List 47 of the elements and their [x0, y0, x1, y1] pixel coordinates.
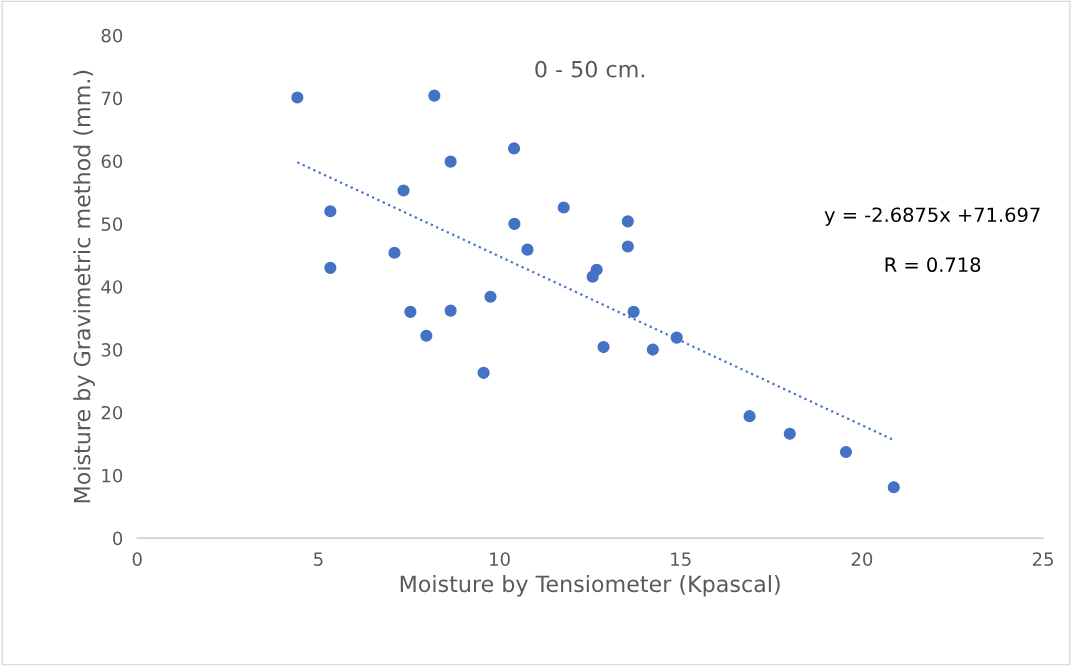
point — [477, 366, 490, 379]
x-tick-label: 25 — [1032, 552, 1053, 566]
point — [839, 445, 853, 459]
point — [887, 481, 900, 494]
point — [324, 205, 337, 218]
point — [397, 184, 410, 197]
point — [388, 246, 401, 259]
y-tick-label: 30 — [101, 343, 123, 357]
point — [324, 261, 337, 274]
point — [428, 89, 441, 102]
point — [291, 91, 304, 104]
text: 0 - 50 cm. — [535, 60, 645, 78]
point — [646, 343, 659, 356]
point — [597, 340, 610, 354]
point — [670, 331, 683, 344]
point — [444, 304, 457, 317]
point — [557, 201, 570, 214]
point — [621, 215, 634, 228]
point — [404, 305, 417, 318]
point — [627, 305, 640, 318]
y-tick-label: 40 — [101, 280, 123, 294]
x-axis-title: Moisture by Tensiometer (Kpascal) — [400, 575, 780, 597]
point — [444, 155, 457, 168]
point — [743, 410, 756, 423]
y-tick-label: 10 — [102, 468, 123, 483]
x-tick-label: 15 — [671, 552, 691, 566]
y-tick-label: 60 — [101, 154, 123, 169]
point — [507, 142, 521, 155]
point — [586, 270, 599, 283]
point — [783, 427, 796, 440]
point — [484, 290, 497, 303]
y-axis-title: Moisture by Gravimetric method (mm.) — [73, 70, 95, 503]
y-tick-label: 0 — [113, 531, 123, 546]
annotation: y = -2.6875x +71.697 — [824, 207, 1040, 226]
x-tick-label: 0 — [132, 552, 142, 566]
annotation: R = 0.718 — [885, 257, 981, 273]
x-tick-label: 5 — [314, 552, 323, 566]
y-tick-label: 20 — [101, 405, 123, 420]
y-tick-label: 50 — [101, 217, 123, 231]
y-tick-label: 80 — [101, 28, 123, 43]
x-tick-label: 20 — [851, 552, 873, 566]
y-tick-label: 70 — [101, 91, 123, 106]
point — [420, 329, 433, 342]
point — [621, 240, 634, 253]
point — [521, 243, 534, 256]
x-tick-label: 10 — [490, 552, 510, 566]
point — [508, 217, 521, 230]
